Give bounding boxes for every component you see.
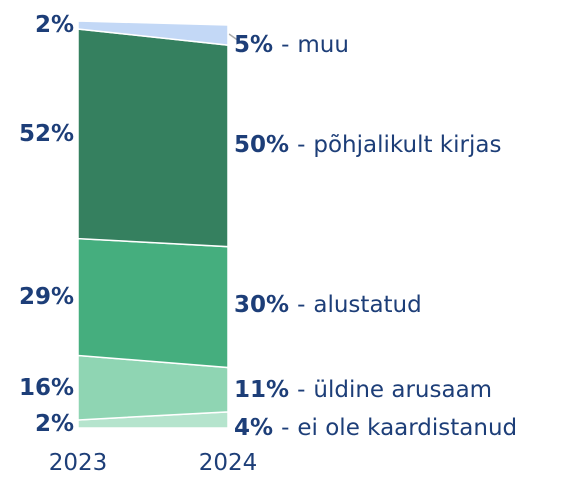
series-name: üldine arusaam [313,377,493,403]
separator: - [297,292,306,318]
right-label: 4% - ei ole kaardistanud [234,410,537,446]
left-value-label: 16% [18,374,74,401]
x-tick-label: 2023 [48,450,108,476]
left-value-label: 2% [34,12,74,38]
separator: - [297,132,306,158]
separator: - [281,32,290,58]
left-value-label: 29% [18,284,74,311]
series-name: alustatud [313,292,422,318]
series-name: ei ole kaardistanud [297,415,518,441]
area-segment [77,28,229,248]
leader-line [228,33,247,47]
right-value-label: 11% [234,377,290,403]
right-label: 5% - muu [234,27,537,63]
right-value-label: 5% [234,32,274,58]
right-label: 50% - põhjalikult kirjas [234,127,553,163]
left-value-label: 2% [34,410,74,437]
separator: - [281,415,290,441]
area-segment [77,237,229,369]
right-value-label: 50% [234,132,290,158]
right-value-label: 4% [234,415,274,441]
left-value-label: 52% [18,120,74,147]
series-name: muu [297,32,349,58]
right-value-label: 30% [234,292,290,318]
x-tick-label: 2024 [198,450,258,476]
separator: - [297,377,306,403]
area-segment [77,20,229,46]
series-name: põhjalikult kirjas [313,132,502,158]
right-label: 30% - alustatud [234,287,553,323]
right-label: 11% - üldine arusaam [234,372,553,408]
